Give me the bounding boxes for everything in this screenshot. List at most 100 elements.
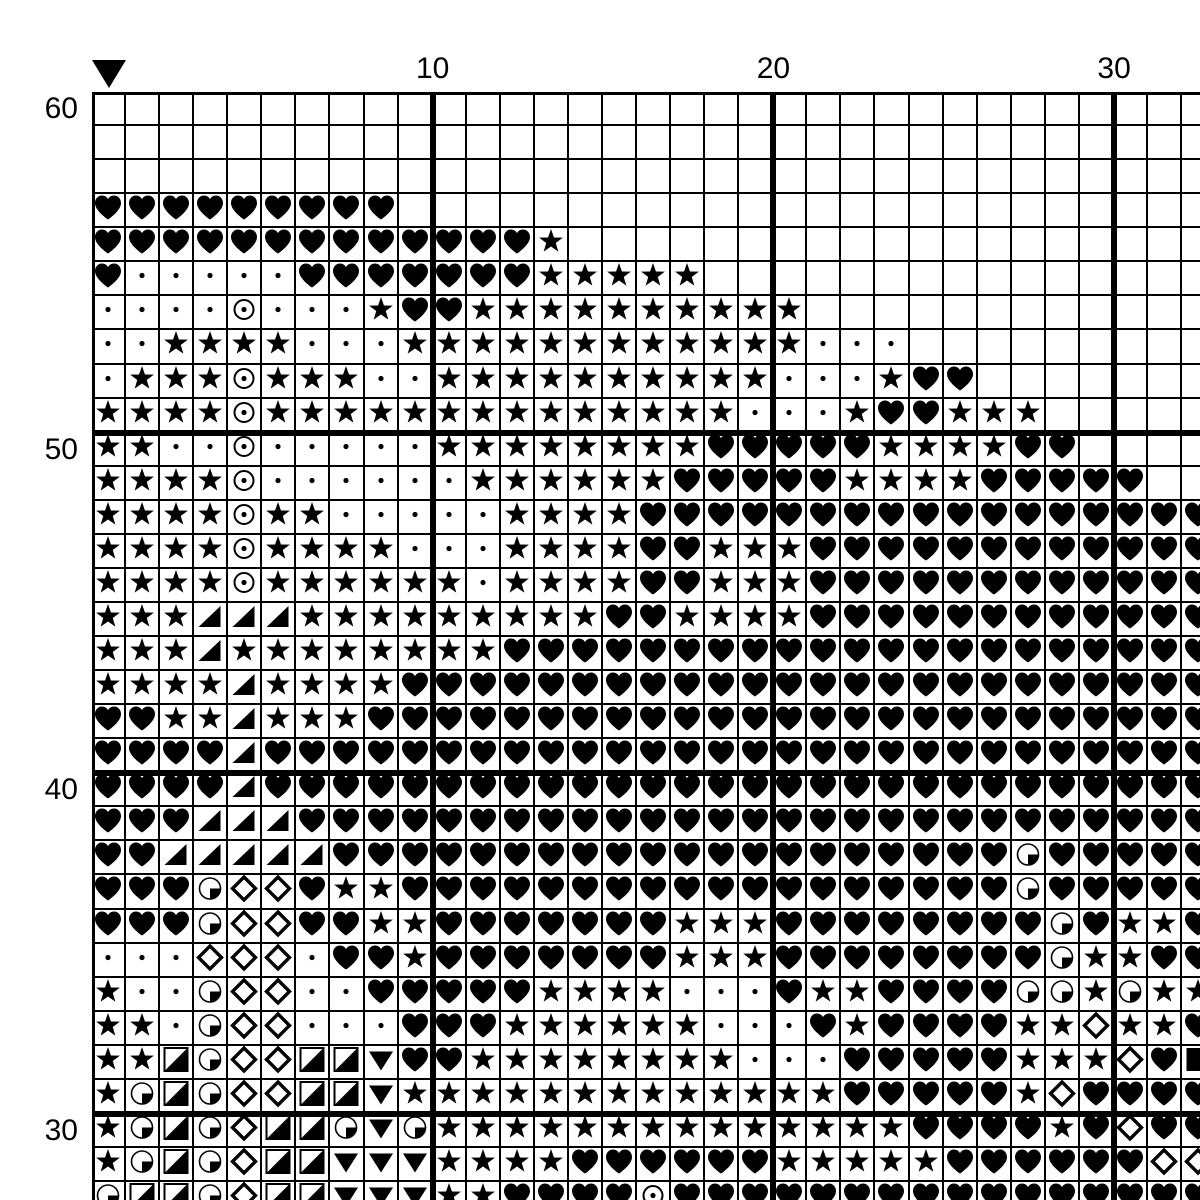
grid-cell[interactable]: [602, 1045, 635, 1078]
grid-cell[interactable]: [228, 296, 261, 329]
grid-cell[interactable]: [432, 228, 465, 261]
grid-cell[interactable]: [466, 943, 499, 976]
grid-cell-empty[interactable]: [1147, 92, 1180, 125]
grid-cell[interactable]: [92, 466, 125, 499]
grid-cell[interactable]: [398, 500, 431, 533]
grid-cell-empty[interactable]: [126, 92, 159, 125]
grid-cell[interactable]: [364, 1147, 397, 1180]
grid-cell[interactable]: [228, 602, 261, 635]
grid-cell[interactable]: [432, 1011, 465, 1044]
grid-cell[interactable]: [875, 364, 908, 397]
grid-cell[interactable]: [1011, 637, 1044, 670]
grid-cell[interactable]: [398, 1113, 431, 1146]
grid-cell[interactable]: [841, 1147, 874, 1180]
grid-cell[interactable]: [773, 568, 806, 601]
grid-cell[interactable]: [534, 705, 567, 738]
grid-cell[interactable]: [1147, 671, 1180, 704]
grid-cell[interactable]: [1113, 739, 1146, 772]
grid-cell-empty[interactable]: [739, 160, 772, 193]
grid-cell[interactable]: [671, 637, 704, 670]
grid-cell[interactable]: [432, 1045, 465, 1078]
grid-cell[interactable]: [194, 432, 227, 465]
grid-cell[interactable]: [364, 602, 397, 635]
grid-cell-empty[interactable]: [1147, 330, 1180, 363]
grid-cell-empty[interactable]: [875, 160, 908, 193]
grid-cell-empty[interactable]: [126, 160, 159, 193]
grid-cell[interactable]: [705, 534, 738, 567]
grid-cell[interactable]: [875, 500, 908, 533]
grid-cell[interactable]: [773, 398, 806, 431]
grid-cell-empty[interactable]: [1011, 126, 1044, 159]
grid-cell[interactable]: [875, 602, 908, 635]
grid-cell-empty[interactable]: [1045, 262, 1078, 295]
grid-cell[interactable]: [92, 432, 125, 465]
grid-cell[interactable]: [875, 773, 908, 806]
grid-cell[interactable]: [909, 568, 942, 601]
grid-cell[interactable]: [568, 807, 601, 840]
grid-cell[interactable]: [160, 364, 193, 397]
grid-cell[interactable]: [228, 500, 261, 533]
grid-cell-empty[interactable]: [466, 194, 499, 227]
grid-cell[interactable]: [160, 1113, 193, 1146]
grid-cell[interactable]: [228, 671, 261, 704]
grid-cell[interactable]: [466, 1045, 499, 1078]
grid-cell-empty[interactable]: [841, 126, 874, 159]
grid-cell[interactable]: [568, 875, 601, 908]
grid-cell[interactable]: [432, 875, 465, 908]
grid-cell[interactable]: [92, 841, 125, 874]
grid-cell[interactable]: [568, 671, 601, 704]
grid-cell[interactable]: [568, 943, 601, 976]
grid-cell[interactable]: [807, 432, 840, 465]
grid-cell[interactable]: [773, 773, 806, 806]
grid-cell[interactable]: [194, 398, 227, 431]
grid-cell[interactable]: [568, 534, 601, 567]
grid-cell[interactable]: [364, 262, 397, 295]
grid-cell[interactable]: [807, 807, 840, 840]
grid-cell[interactable]: [92, 1113, 125, 1146]
grid-cell[interactable]: [330, 773, 363, 806]
grid-cell[interactable]: [1079, 841, 1112, 874]
grid-cell[interactable]: [1113, 1147, 1146, 1180]
grid-cell-empty[interactable]: [194, 92, 227, 125]
grid-cell[interactable]: [773, 330, 806, 363]
grid-cell[interactable]: [568, 739, 601, 772]
grid-cell[interactable]: [943, 398, 976, 431]
grid-cell[interactable]: [262, 671, 295, 704]
grid-cell[interactable]: [909, 671, 942, 704]
grid-cell[interactable]: [228, 807, 261, 840]
grid-cell[interactable]: [1113, 807, 1146, 840]
grid-cell[interactable]: [500, 807, 533, 840]
grid-cell[interactable]: [432, 739, 465, 772]
grid-cell-empty[interactable]: [1113, 262, 1146, 295]
grid-cell[interactable]: [126, 1011, 159, 1044]
grid-cell[interactable]: [875, 1045, 908, 1078]
grid-cell-empty[interactable]: [807, 228, 840, 261]
grid-cell[interactable]: [977, 568, 1010, 601]
grid-cell-empty[interactable]: [977, 330, 1010, 363]
grid-cell[interactable]: [568, 296, 601, 329]
grid-cell[interactable]: [228, 432, 261, 465]
grid-cell[interactable]: [500, 330, 533, 363]
grid-cell-empty[interactable]: [1147, 194, 1180, 227]
grid-cell[interactable]: [671, 466, 704, 499]
grid-cell[interactable]: [1079, 1147, 1112, 1180]
grid-cell-empty[interactable]: [875, 228, 908, 261]
grid-cell[interactable]: [296, 1045, 329, 1078]
grid-cell-empty[interactable]: [841, 296, 874, 329]
grid-cell[interactable]: [92, 909, 125, 942]
grid-cell-empty[interactable]: [534, 126, 567, 159]
grid-cell[interactable]: [841, 773, 874, 806]
grid-cell[interactable]: [228, 534, 261, 567]
grid-cell[interactable]: [671, 773, 704, 806]
grid-cell-empty[interactable]: [364, 92, 397, 125]
grid-cell[interactable]: [943, 1113, 976, 1146]
grid-cell[interactable]: [841, 534, 874, 567]
grid-cell[interactable]: [228, 262, 261, 295]
grid-cell[interactable]: [534, 875, 567, 908]
grid-cell[interactable]: [160, 194, 193, 227]
grid-cell[interactable]: [909, 705, 942, 738]
grid-cell[interactable]: [92, 398, 125, 431]
grid-cell-empty[interactable]: [1113, 364, 1146, 397]
grid-cell[interactable]: [807, 875, 840, 908]
grid-cell-empty[interactable]: [773, 92, 806, 125]
